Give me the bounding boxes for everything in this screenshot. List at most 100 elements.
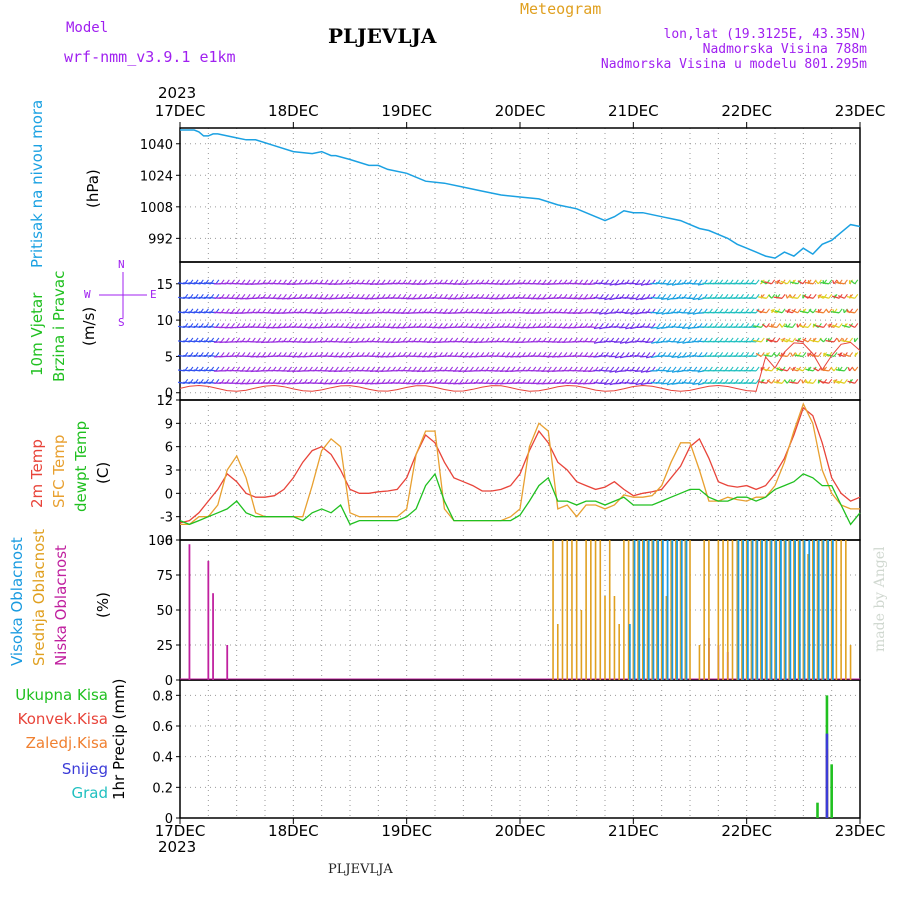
wind-barb-feather [693, 323, 698, 328]
wind-barb-feather [615, 366, 620, 372]
wind-barb [769, 339, 778, 343]
wind-barb-feather [303, 323, 308, 328]
wind-barb [686, 341, 694, 344]
wind-barb-feather [625, 337, 630, 343]
wind-barb [804, 281, 814, 285]
wind-barb-feather [319, 323, 324, 328]
sfc-temp-line [180, 402, 860, 526]
wind-barb-feather [308, 308, 313, 314]
x-label-top: 22DEC [721, 102, 772, 120]
wind-barb-feather [656, 323, 661, 328]
wind-barb [755, 352, 762, 357]
wind-barb-feather [501, 366, 506, 372]
wind-barb [198, 282, 206, 285]
wind-barb-feather [418, 378, 422, 384]
model-name: wrf-nmm_v3.9.1 e1km [64, 48, 236, 66]
wind-barb [204, 381, 211, 384]
frz-rain-legend: Zaledj.Kisa [25, 734, 108, 752]
wind-barb-feather [599, 308, 604, 314]
wind-barb-feather [589, 279, 594, 285]
wind-barb-feather [272, 323, 277, 328]
wind-barb [671, 311, 679, 314]
wind-barb [789, 381, 798, 384]
wind-barb-feather [231, 323, 235, 328]
pressure-line [180, 129, 861, 259]
wind-barb-feather [667, 378, 672, 384]
wind-barb-feather [630, 308, 635, 314]
wind-barb-feather [366, 323, 370, 328]
wind-barb [198, 369, 206, 372]
wind-speed-line [179, 341, 861, 392]
wind-barb [749, 297, 757, 299]
total-rain-legend: Ukupna Kisa [15, 686, 108, 704]
wind-barb-feather [662, 378, 667, 384]
wind-barb-feather [282, 378, 287, 384]
wind-barb-feather [506, 293, 511, 299]
y-tick-label: 0.6 [152, 720, 173, 735]
wind-barb [676, 297, 684, 299]
wind-barb-feather [464, 337, 469, 343]
wind-barb-feather [662, 323, 667, 328]
wind-barb [842, 353, 850, 358]
wind-barb-feather [381, 352, 386, 357]
wind-barb-feather [558, 337, 563, 343]
wind-barb-feather [277, 308, 282, 314]
wind-barb-feather [823, 308, 828, 314]
wind-barb-feather [563, 337, 568, 343]
wind-barb [773, 381, 783, 384]
y-tick-label: 1008 [140, 201, 173, 216]
wind-barb-feather [490, 378, 495, 384]
wind-barb [802, 338, 809, 343]
wind-barb-feather [251, 352, 256, 357]
wind-barb-feather [698, 279, 703, 285]
wind-barb-feather [630, 378, 635, 384]
wind-barb-feather [412, 279, 417, 285]
wind-barb-feather [667, 293, 672, 299]
wind-barb [819, 338, 825, 343]
wind-barb-feather [677, 352, 682, 357]
wind-barb [813, 367, 819, 372]
wind-barb-feather [542, 352, 547, 357]
wind-barb-feather [558, 352, 563, 357]
wind-barb-feather [288, 308, 293, 314]
wind-barb-feather [755, 366, 760, 372]
wind-barb [830, 310, 840, 314]
wind-barb-feather [605, 293, 609, 299]
wind-barb [753, 325, 762, 329]
wind-barb-feather [636, 378, 641, 384]
wind-barb [635, 297, 642, 301]
wind-barb [645, 355, 653, 359]
wind-barb-feather [547, 366, 552, 372]
wind-barb-feather [355, 337, 360, 343]
compass-n: N [118, 258, 125, 271]
wind-barb-feather [776, 352, 781, 357]
wind-barb-feather [786, 308, 791, 314]
wind-barb [687, 312, 694, 315]
wind-barb [588, 283, 596, 286]
wind-barb-feather [319, 378, 324, 384]
wind-barb [183, 282, 190, 285]
wind-barb [204, 369, 211, 372]
wind-barb-feather [537, 293, 542, 299]
wind-barb-feather [584, 293, 589, 299]
wind-barb-feather [797, 378, 802, 384]
wind-barb [625, 326, 632, 330]
wind-barb [183, 311, 190, 314]
wind-barb-feather [381, 378, 386, 384]
wind-barb-feather [241, 279, 246, 285]
wind-barb [188, 282, 196, 285]
wind-barb [640, 340, 648, 343]
y-tick-label: 3 [165, 464, 173, 479]
wind-barb-feather [672, 366, 677, 372]
wind-barb [697, 297, 705, 301]
wind-barb-feather [573, 378, 578, 384]
wind-barb [188, 340, 196, 343]
wind-barb [790, 368, 798, 372]
wind-barb-feather [792, 323, 796, 328]
wind-barb-feather [521, 337, 526, 343]
wind-barb [827, 324, 835, 329]
temp-2m-line [179, 406, 861, 524]
x-label-bottom: 22DEC [721, 822, 772, 840]
snow-legend: Snijeg [61, 760, 108, 778]
wind-barb-feather [563, 352, 568, 357]
